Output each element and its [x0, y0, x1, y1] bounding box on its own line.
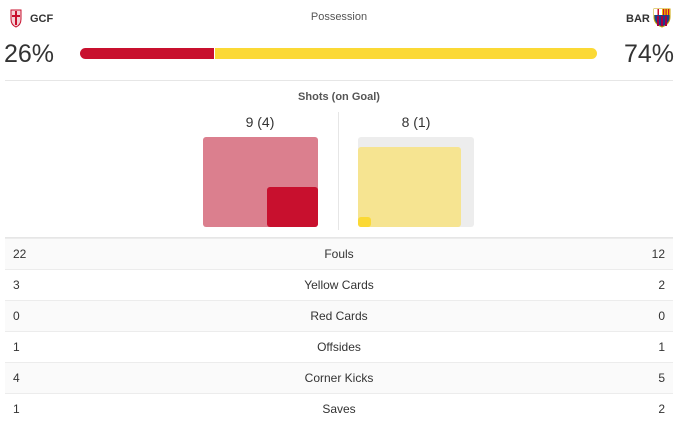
home-possession-value: 26%: [4, 40, 55, 68]
away-stat-value: 12: [651, 247, 665, 261]
away-possession-value: 74%: [624, 40, 675, 68]
stat-label: Red Cards: [310, 309, 368, 323]
away-shots-background: [358, 137, 474, 227]
away-stat-value: 1: [658, 340, 665, 354]
home-possession-bar: [80, 48, 214, 59]
stat-label: Fouls: [324, 247, 354, 261]
home-stat-value: 4: [13, 371, 20, 385]
stat-label: Offsides: [317, 340, 361, 354]
away-shots-total-box: [358, 147, 461, 227]
home-shots-total-box: [203, 137, 318, 227]
home-stat-value: 0: [13, 309, 20, 323]
away-possession-bar: [215, 48, 597, 59]
stat-row-corner-kicks: 4 Corner Kicks 5: [5, 362, 673, 393]
away-stat-value: 2: [658, 278, 665, 292]
stat-row-offsides: 1 Offsides 1: [5, 331, 673, 362]
away-shots-on-goal-box: [358, 217, 371, 227]
home-stat-value: 3: [13, 278, 20, 292]
home-shots-value: 9 (4): [245, 114, 275, 130]
shots-divider: [338, 112, 339, 230]
home-shots-on-goal-box: [267, 187, 318, 227]
stat-row-yellow-cards: 3 Yellow Cards 2: [5, 269, 673, 300]
home-team-crest-icon[interactable]: [9, 8, 27, 28]
home-team-abbr[interactable]: GCF: [30, 13, 54, 25]
away-team-abbr[interactable]: BAR: [626, 13, 650, 25]
stat-row-fouls: 22 Fouls 12: [5, 238, 673, 269]
home-stat-value: 1: [13, 402, 20, 416]
stat-label: Saves: [322, 402, 356, 416]
stat-label: Yellow Cards: [304, 278, 374, 292]
possession-title: Possession: [310, 11, 368, 23]
away-shots-value: 8 (1): [401, 114, 431, 130]
away-team-crest-icon[interactable]: [652, 7, 671, 28]
shots-title: Shots (on Goal): [298, 91, 380, 103]
stat-label: Corner Kicks: [304, 371, 374, 385]
home-stat-value: 1: [13, 340, 20, 354]
stats-table: 22 Fouls 12 3 Yellow Cards 2 0 Red Cards…: [5, 238, 673, 424]
away-stat-value: 5: [658, 371, 665, 385]
home-stat-value: 22: [13, 247, 27, 261]
stat-row-red-cards: 0 Red Cards 0: [5, 300, 673, 331]
away-stat-value: 0: [658, 309, 665, 323]
stat-row-saves: 1 Saves 2: [5, 393, 673, 424]
section-divider: [5, 80, 673, 81]
section-divider: [5, 237, 673, 238]
away-stat-value: 2: [658, 402, 665, 416]
